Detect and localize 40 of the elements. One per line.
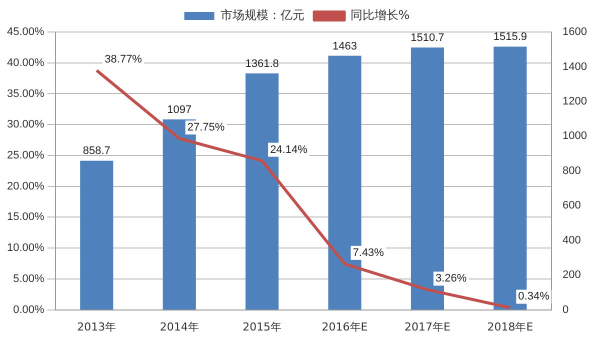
y2-tick-label: 0 bbox=[562, 304, 569, 316]
legend-label: 同比增长% bbox=[350, 8, 410, 22]
data-label: 24.14% bbox=[270, 144, 308, 156]
y-tick-label: 0.00% bbox=[13, 304, 45, 316]
y2-tick-label: 800 bbox=[562, 164, 581, 177]
x-tick-label: 2017年E bbox=[404, 320, 450, 334]
y-tick-label: 40.00% bbox=[6, 56, 45, 69]
y2-tick-label: 1400 bbox=[562, 60, 588, 73]
x-tick-label: 2014年 bbox=[160, 320, 199, 334]
y-tick-label: 45.00% bbox=[6, 26, 45, 38]
bar bbox=[80, 160, 114, 310]
data-label: 27.75% bbox=[187, 122, 225, 134]
y-tick-label: 30.00% bbox=[6, 118, 45, 131]
data-label: 38.77% bbox=[104, 53, 142, 66]
y-tick-label: 5.00% bbox=[13, 272, 45, 285]
data-label: 1510.7 bbox=[410, 32, 444, 44]
data-label: 1463 bbox=[332, 40, 358, 52]
data-label: 1515.9 bbox=[493, 31, 528, 44]
y2-tick-label: 1000 bbox=[562, 130, 588, 142]
y-tick-label: 20.00% bbox=[6, 180, 45, 192]
y2-tick-label: 200 bbox=[562, 269, 581, 282]
data-label: 858.7 bbox=[82, 145, 110, 158]
y-tick-label: 25.00% bbox=[6, 150, 45, 162]
y2-tick-label: 400 bbox=[562, 234, 581, 246]
y2-tick-label: 1200 bbox=[562, 95, 588, 108]
data-label: 1097 bbox=[167, 104, 192, 116]
data-label: 3.26% bbox=[435, 272, 467, 285]
x-tick-label: 2013年 bbox=[77, 320, 116, 334]
y-tick-label: 10.00% bbox=[6, 242, 45, 254]
data-label: 0.34% bbox=[518, 290, 550, 303]
legend-label: 市场规模：亿元 bbox=[220, 8, 304, 22]
x-tick-label: 2016年E bbox=[322, 320, 368, 334]
x-tick-label: 2018年E bbox=[487, 320, 534, 334]
y2-tick-label: 1600 bbox=[562, 26, 588, 38]
x-tick-label: 2015年 bbox=[242, 320, 282, 334]
y-tick-label: 35.00% bbox=[6, 88, 45, 100]
data-label: 1361.8 bbox=[245, 58, 279, 70]
data-label: 7.43% bbox=[352, 246, 384, 259]
y-tick-label: 15.00% bbox=[6, 211, 45, 224]
y2-tick-label: 600 bbox=[562, 200, 581, 212]
